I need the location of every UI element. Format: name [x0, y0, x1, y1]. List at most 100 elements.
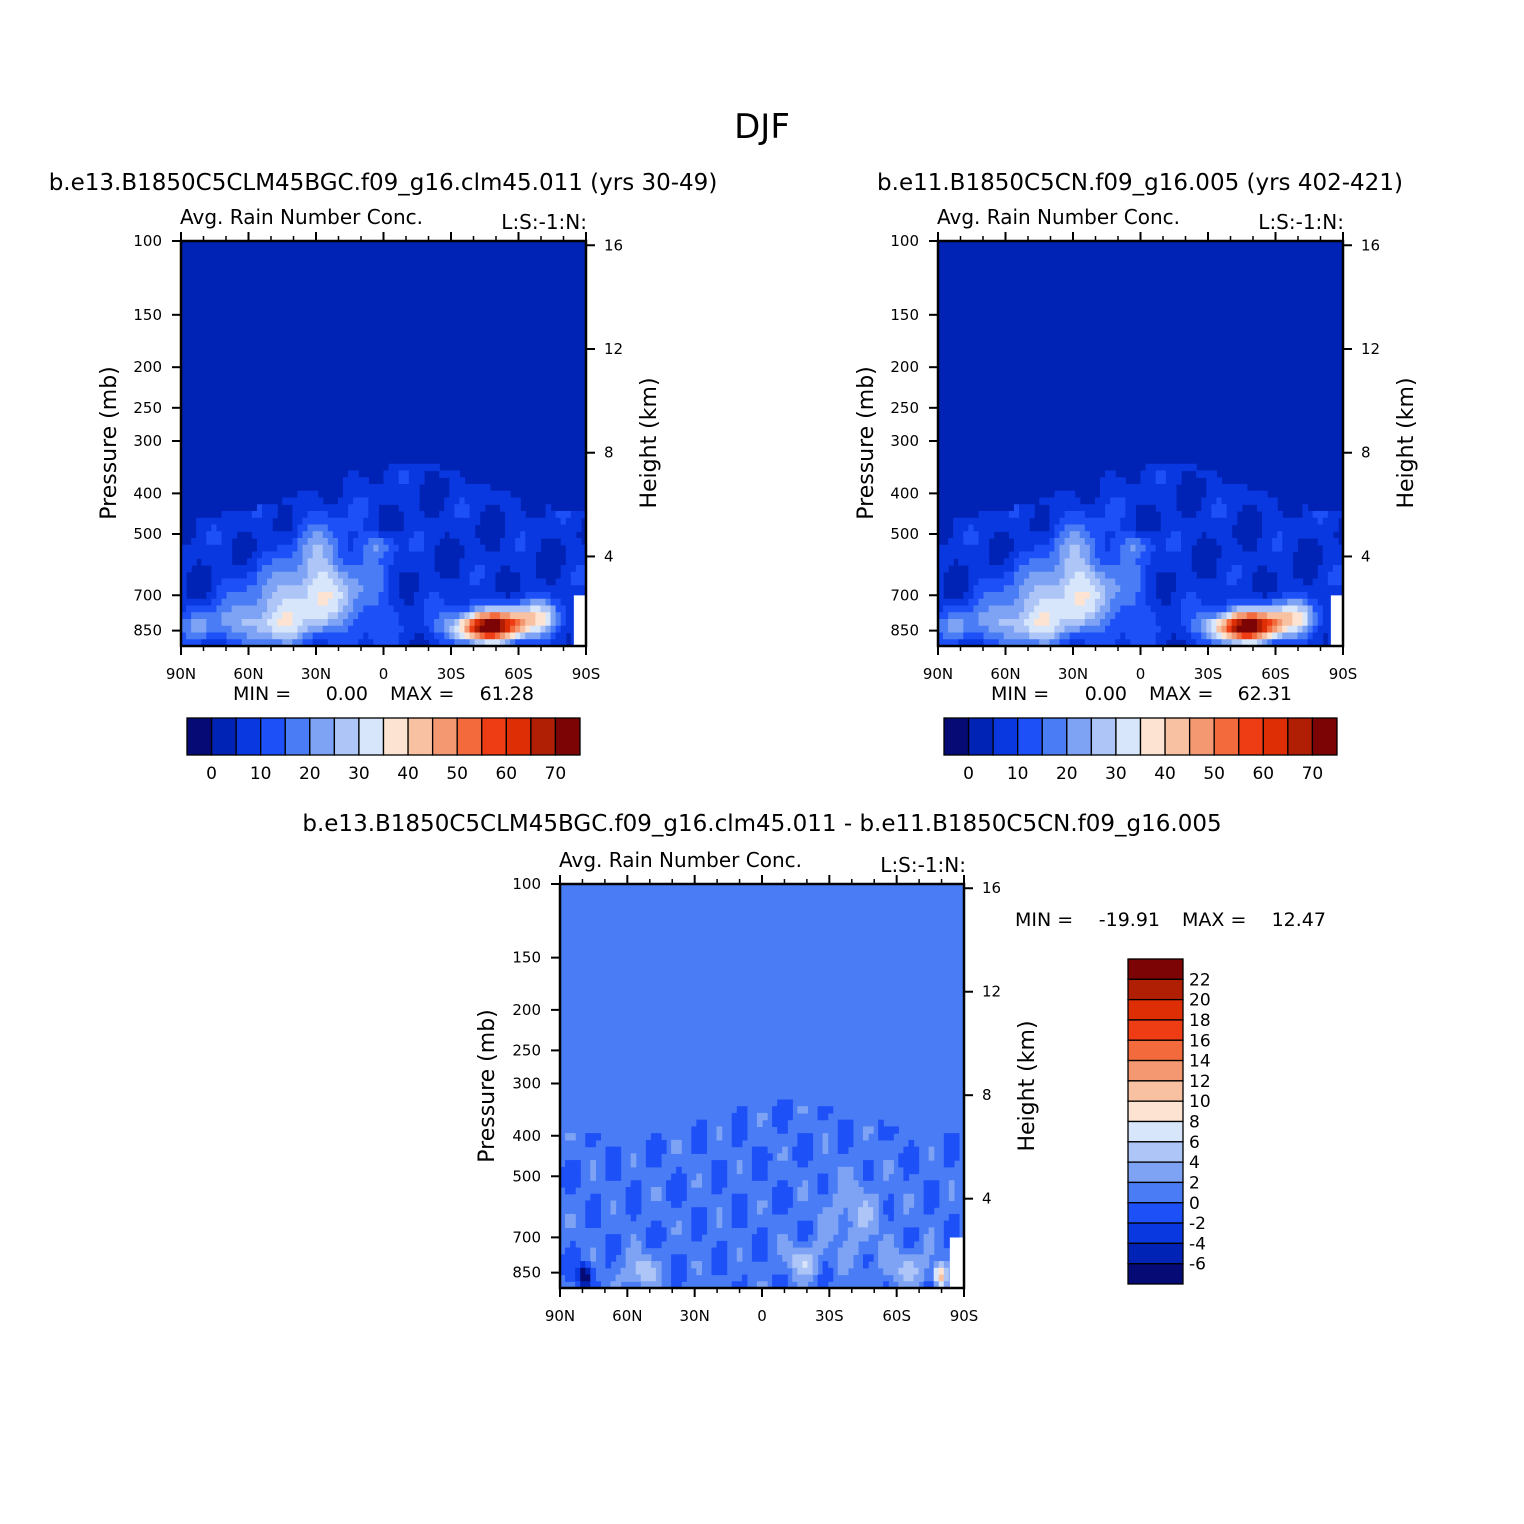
heatmap-cell	[262, 551, 268, 559]
heatmap-cell	[479, 578, 486, 586]
heatmap-cell	[317, 592, 324, 600]
heatmap-cell	[817, 1274, 824, 1282]
heatmap-cell	[736, 1106, 743, 1114]
heatmap-cell	[287, 585, 293, 593]
heatmap-cell	[1089, 598, 1096, 607]
heatmap-cell	[1039, 497, 1045, 505]
heatmap-cell	[1211, 632, 1218, 640]
heatmap-cell	[968, 625, 975, 634]
heatmap-cell	[640, 1261, 647, 1269]
heatmap-cell	[525, 592, 531, 600]
heatmap-cell	[540, 612, 547, 620]
heatmap-cell	[782, 1180, 788, 1188]
heatmap-cell	[1150, 531, 1157, 539]
heatmap-cell	[1302, 511, 1309, 519]
heatmap-cell	[1175, 551, 1182, 559]
heatmap-cell	[1074, 551, 1081, 559]
heatmap-cell	[201, 551, 207, 559]
heatmap-cell	[363, 484, 369, 492]
heatmap-cell	[186, 605, 192, 613]
heatmap-cell	[615, 1240, 622, 1249]
heatmap-cell	[424, 619, 430, 627]
heatmap-cell	[550, 632, 557, 640]
heatmap-cell	[777, 1207, 783, 1215]
heatmap-cell	[1120, 605, 1126, 613]
heatmap-cell	[903, 1227, 910, 1235]
heatmap-cell	[1079, 619, 1086, 627]
heatmap-cell	[474, 497, 481, 505]
heatmap-cell	[1170, 612, 1177, 620]
heatmap-cell	[1150, 490, 1157, 499]
colorbar-box	[1090, 717, 1117, 756]
heatmap-cell	[1019, 598, 1025, 607]
heatmap-cell	[1181, 565, 1187, 573]
heatmap-cell	[1317, 565, 1324, 573]
heatmap-cell	[434, 632, 440, 640]
heatmap-cell	[650, 1139, 657, 1148]
heatmap-cell	[530, 639, 536, 647]
heatmap-cell	[1332, 565, 1339, 573]
heatmap-cell	[373, 544, 380, 553]
heatmap-cell	[277, 625, 283, 634]
heatmap-cell	[958, 639, 964, 647]
heatmap-cell	[1160, 511, 1167, 519]
heatmap-cell	[302, 571, 309, 580]
heatmap-cell	[1115, 490, 1121, 499]
heatmap-cell	[1267, 524, 1273, 532]
heatmap-cell	[1069, 497, 1076, 505]
heatmap-cell	[1231, 484, 1238, 492]
heatmap-cell	[973, 558, 980, 566]
heatmap-cell	[575, 565, 582, 573]
heatmap-cell	[908, 1274, 915, 1282]
heatmap-cell	[332, 558, 339, 566]
heatmap-cell	[444, 470, 450, 478]
heatmap-cell	[857, 1207, 864, 1215]
heatmap-cell	[211, 632, 218, 640]
heatmap-cell	[515, 565, 521, 573]
heatmap-cell	[681, 1274, 687, 1282]
heatmap-cell	[489, 592, 496, 600]
heatmap-cell	[302, 612, 309, 620]
heatmap-cell	[630, 1247, 637, 1255]
heatmap-cell	[484, 585, 491, 593]
heatmap-cell	[464, 497, 471, 505]
heatmap-cell	[772, 1274, 778, 1282]
heatmap-cell	[393, 477, 400, 485]
heatmap-cell	[221, 639, 228, 647]
heatmap-cell	[696, 1126, 702, 1134]
heatmap-cell	[797, 1274, 803, 1282]
heatmap-cell	[1049, 571, 1056, 580]
heatmap-cell	[1241, 585, 1248, 593]
heatmap-cell	[1034, 619, 1040, 627]
heatmap-cell	[1181, 544, 1187, 553]
heatmap-cell	[231, 612, 238, 620]
heatmap-cell	[1186, 619, 1192, 627]
heatmap-cell	[449, 625, 455, 634]
heatmap-cell	[953, 1227, 960, 1235]
heatmap-cell	[1125, 504, 1131, 512]
heatmap-cell	[1221, 538, 1228, 546]
heatmap-cell	[630, 1207, 637, 1215]
heatmap-cell	[1079, 571, 1086, 580]
heatmap-cell	[489, 571, 496, 580]
heatmap-cell	[241, 592, 248, 600]
heatmap-cell	[1039, 531, 1045, 539]
heatmap-cell	[797, 1220, 803, 1228]
heatmap-cell	[186, 551, 192, 559]
heatmap-cell	[474, 571, 481, 580]
heatmap-cell	[736, 1220, 743, 1228]
heatmap-cell	[1191, 619, 1197, 627]
heatmap-cell	[630, 1153, 637, 1161]
heatmap-cell	[505, 625, 511, 634]
heatmap-cell	[1211, 484, 1218, 492]
heatmap-cell	[595, 1193, 601, 1202]
heatmap-cell	[903, 1207, 910, 1215]
heatmap-cell	[1110, 558, 1116, 566]
heatmap-cell	[802, 1106, 809, 1114]
heatmap-cell	[762, 1173, 768, 1181]
heatmap-cell	[241, 585, 248, 593]
heatmap-cell	[368, 592, 374, 600]
heatmap-cell	[983, 551, 990, 559]
heatmap-cell	[373, 632, 380, 640]
heatmap-cell	[499, 544, 506, 553]
